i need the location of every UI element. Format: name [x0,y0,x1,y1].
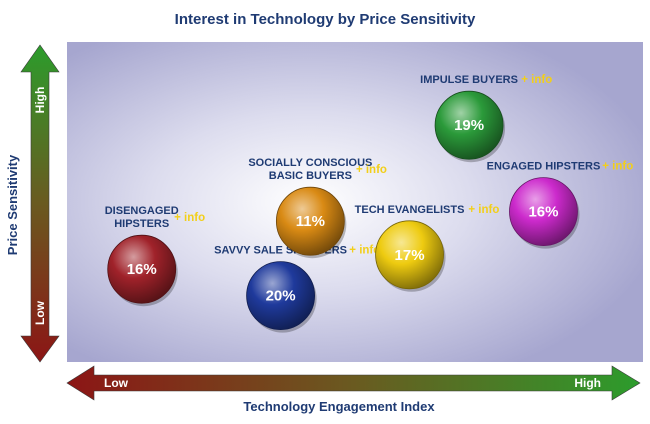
segment-label: DISENGAGED [105,205,179,217]
bubble-value-label: 16% [528,204,558,221]
info-link[interactable]: + info [521,74,552,86]
bubble-circle [509,177,578,247]
x-axis-title: Technology Engagement Index [243,399,435,414]
y-axis: High Low Price Sensitivity [5,44,60,363]
y-axis-arrow [20,44,60,363]
segment-label: HIPSTERS [114,218,169,230]
bubble-circle [246,261,316,331]
y-axis-high-label: High [33,87,47,114]
bubble-point: 19% IMPULSE BUYERS + info [420,74,552,163]
info-link[interactable]: + info [602,161,633,173]
bubble-value-label: 20% [266,288,296,305]
x-axis-high-label: High [574,376,601,390]
info-link[interactable]: + info [468,204,499,216]
bubble-circle [434,90,504,160]
bubble-circle [375,220,444,290]
segment-label: IMPULSE BUYERS [420,74,518,86]
bubble-value-label: 11% [296,213,325,230]
info-link[interactable]: + info [356,164,387,176]
chart-title: Interest in Technology by Price Sensitiv… [174,11,476,28]
y-axis-low-label: Low [33,300,47,325]
segment-label: BASIC BUYERS [269,170,352,182]
bubble-point: 16% ENGAGED HIPSTERS + info [487,161,633,249]
bubble-point: 17% TECH EVANGELISTS + info [355,204,499,292]
bubble-value-label: 19% [454,117,484,134]
info-link[interactable]: + info [349,245,380,257]
y-axis-title: Price Sensitivity [5,154,20,255]
bubble-value-label: 17% [395,247,425,264]
info-link[interactable]: + info [174,212,205,224]
segment-label: TECH EVANGELISTS [355,204,465,216]
x-axis: Low High Technology Engagement Index [66,365,641,414]
segment-label: SOCIALLY CONSCIOUS [248,157,372,169]
x-axis-low-label: Low [104,376,129,390]
bubble-circle [275,186,345,256]
bubble-value-label: 16% [127,261,157,278]
segment-label: ENGAGED HIPSTERS [487,161,601,173]
bubble-circle [107,234,177,304]
x-axis-arrow [66,365,641,401]
